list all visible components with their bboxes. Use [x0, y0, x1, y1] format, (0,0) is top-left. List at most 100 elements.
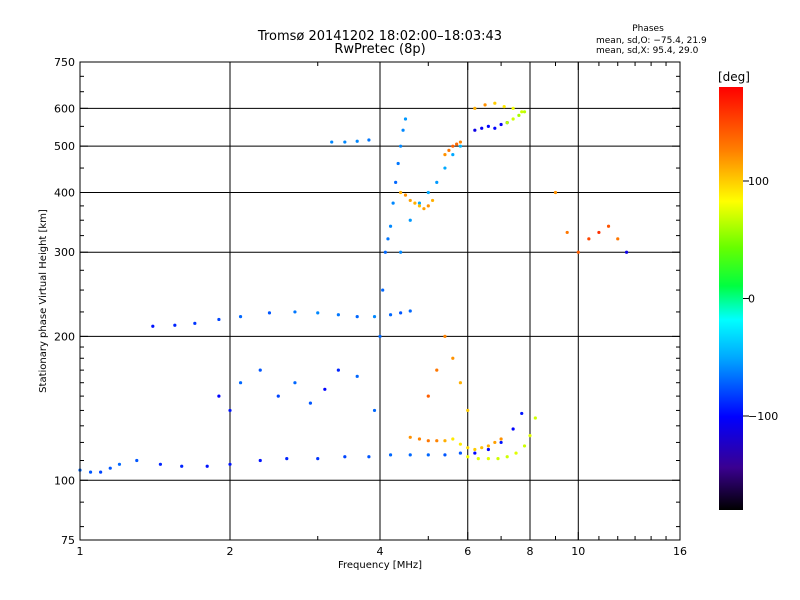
- data-point: [293, 381, 297, 385]
- data-point: [426, 394, 430, 398]
- data-point: [493, 101, 497, 105]
- x-axis-label: Frequency [MHz]: [338, 560, 422, 571]
- data-point: [451, 144, 455, 148]
- phases-stats-o: mean, sd,O: −75.4, 21.9: [596, 36, 707, 46]
- data-point: [308, 401, 313, 405]
- colorbar-tick-label: 100: [748, 175, 769, 188]
- x-tick-label: 1: [77, 545, 84, 558]
- data-point: [417, 204, 422, 208]
- data-point: [624, 250, 629, 254]
- data-point: [458, 144, 463, 148]
- data-point: [520, 110, 524, 114]
- data-point: [480, 126, 484, 130]
- data-point: [435, 368, 439, 372]
- data-point: [443, 153, 447, 157]
- data-point: [473, 447, 477, 452]
- data-point: [511, 106, 515, 110]
- data-point: [517, 113, 521, 117]
- data-point: [499, 437, 503, 441]
- data-point: [336, 313, 340, 317]
- data-point: [466, 455, 470, 459]
- data-point: [355, 374, 359, 378]
- colorbar-ticks: 100 0 −100: [743, 175, 778, 423]
- data-point: [606, 224, 611, 228]
- data-point: [505, 121, 509, 125]
- y-tick-label: 100: [54, 474, 75, 487]
- data-point: [522, 444, 527, 448]
- phases-title: Phases: [632, 24, 664, 34]
- data-point: [408, 453, 412, 457]
- data-point: [408, 198, 412, 203]
- data-point: [435, 439, 439, 443]
- data-point: [276, 394, 280, 398]
- chart-subtitle: RwPretec (8p): [334, 42, 425, 57]
- x-tick-label: 16: [673, 545, 687, 558]
- data-point: [151, 324, 155, 328]
- data-point: [258, 458, 262, 463]
- data-point: [367, 138, 371, 142]
- data-point: [383, 250, 387, 254]
- data-point: [616, 237, 620, 241]
- y-tick-label: 75: [61, 534, 75, 547]
- data-point: [217, 394, 221, 398]
- data-point: [483, 103, 487, 107]
- data-point: [173, 323, 177, 327]
- data-point: [451, 153, 455, 157]
- x-tick-label: 8: [527, 545, 534, 558]
- y-tick-label: 300: [54, 246, 75, 259]
- colorbar-tick-label: −100: [748, 410, 778, 423]
- data-point: [88, 470, 93, 474]
- data-point: [499, 440, 503, 445]
- data-point: [408, 218, 412, 222]
- data-point: [486, 457, 490, 461]
- data-point: [388, 453, 393, 457]
- chart-title: Tromsø 20141202 18:02:00–18:03:43: [257, 29, 502, 44]
- colorbar: [719, 87, 743, 510]
- data-point: [99, 470, 103, 474]
- data-point: [502, 105, 506, 109]
- data-point: [528, 434, 532, 438]
- x-tick-label: 4: [377, 545, 384, 558]
- data-point: [443, 453, 447, 457]
- data-point: [505, 455, 509, 459]
- data-point: [238, 381, 243, 385]
- data-point: [378, 334, 382, 338]
- y-tick-label: 750: [54, 56, 75, 69]
- data-point: [473, 106, 477, 110]
- data-point: [399, 144, 403, 148]
- data-point: [117, 462, 122, 466]
- y-axis-ticks: 75 100 200 300 400 500 600 750: [54, 56, 680, 547]
- data-point: [403, 193, 408, 197]
- data-point: [466, 408, 470, 413]
- data-point: [486, 447, 490, 452]
- data-point: [343, 140, 347, 144]
- data-point: [399, 311, 403, 315]
- data-point: [426, 439, 430, 443]
- data-point: [576, 250, 580, 254]
- data-point: [435, 180, 439, 184]
- y-tick-label: 600: [54, 102, 75, 115]
- x-tick-label: 6: [464, 545, 471, 558]
- x-tick-label: 10: [571, 545, 585, 558]
- data-point: [486, 444, 490, 448]
- data-point: [316, 311, 320, 315]
- y-tick-label: 200: [54, 330, 75, 343]
- data-point: [443, 439, 447, 443]
- data-point: [422, 207, 426, 211]
- data-point: [426, 190, 430, 195]
- data-point: [443, 334, 447, 338]
- data-point: [499, 122, 503, 127]
- data-point: [486, 124, 490, 128]
- data-point: [388, 313, 393, 317]
- data-point: [426, 204, 430, 208]
- data-point: [135, 458, 139, 463]
- grid-lines: [80, 62, 680, 540]
- data-point: [399, 250, 403, 254]
- data-point: [587, 237, 591, 241]
- x-tick-label: 2: [227, 545, 234, 558]
- data-point: [394, 180, 398, 184]
- data-point: [473, 451, 477, 455]
- data-point: [355, 315, 359, 319]
- colorbar-tick-label: 0: [748, 293, 755, 306]
